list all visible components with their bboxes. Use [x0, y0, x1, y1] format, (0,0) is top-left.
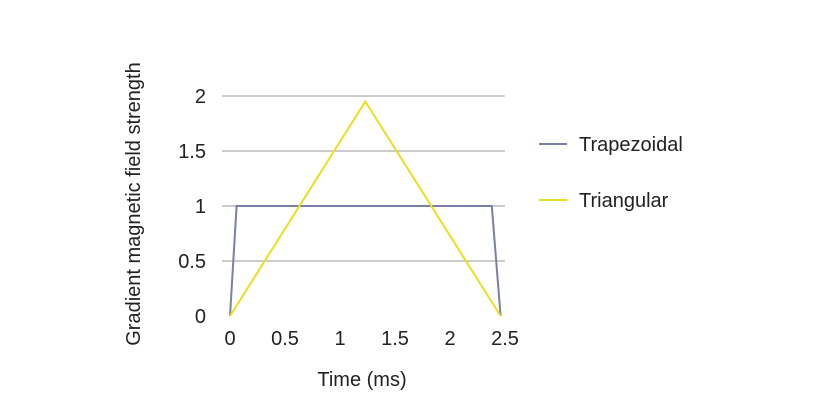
series-line-trapezoidal [229, 205, 502, 317]
legend-label: Triangular [579, 190, 669, 212]
y-tick-label: 1.5 [178, 141, 206, 163]
y-tick-label: 0 [195, 306, 206, 328]
x-axis-title: Time (ms) [317, 369, 406, 391]
y-axis-title: Gradient magnetic field strength [123, 62, 145, 346]
x-axis-ticks: 0 0.5 1 1.5 2 2.5 [224, 328, 518, 350]
legend: Trapezoidal Triangular [539, 134, 683, 212]
legend-item-triangular: Triangular [539, 190, 669, 212]
x-tick-label: 0.5 [271, 328, 299, 350]
x-tick-label: 1 [334, 328, 345, 350]
series-line-triangular [229, 99, 502, 317]
y-tick-label: 2 [195, 86, 206, 108]
y-tick-label: 1 [195, 196, 206, 218]
legend-item-trapezoidal: Trapezoidal [539, 134, 683, 156]
x-tick-label: 2 [444, 328, 455, 350]
x-tick-label: 1.5 [381, 328, 409, 350]
legend-label: Trapezoidal [579, 134, 683, 156]
plot-area [229, 99, 502, 317]
x-tick-label: 2.5 [491, 328, 519, 350]
y-tick-label: 0.5 [178, 251, 206, 273]
x-tick-label: 0 [224, 328, 235, 350]
grid-lines [222, 95, 505, 262]
y-axis-ticks: 0 0.5 1 1.5 2 [178, 86, 206, 328]
